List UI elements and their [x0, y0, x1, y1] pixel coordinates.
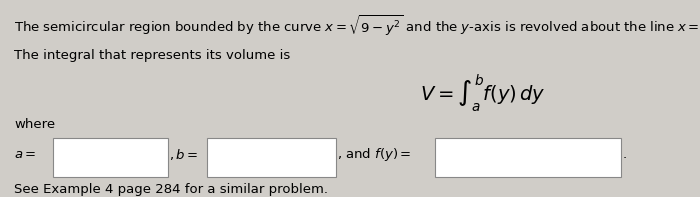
- FancyBboxPatch shape: [206, 138, 336, 177]
- Text: $a =$: $a =$: [14, 148, 36, 161]
- Text: .: .: [623, 148, 627, 161]
- Text: The integral that represents its volume is: The integral that represents its volume …: [14, 49, 290, 62]
- Text: $V = \int_{a}^{b} f(y)\, dy$: $V = \int_{a}^{b} f(y)\, dy$: [420, 73, 546, 114]
- FancyBboxPatch shape: [52, 138, 168, 177]
- Text: , and $f(y) =$: , and $f(y) =$: [337, 146, 412, 163]
- Text: where: where: [14, 118, 55, 131]
- Text: The semicircular region bounded by the curve $x = \sqrt{9 - y^2}$ and the $y$-ax: The semicircular region bounded by the c…: [14, 14, 700, 38]
- Text: $, b =$: $, b =$: [169, 147, 199, 162]
- FancyBboxPatch shape: [435, 138, 621, 177]
- Text: See Example 4 page 284 for a similar problem.: See Example 4 page 284 for a similar pro…: [14, 183, 328, 196]
